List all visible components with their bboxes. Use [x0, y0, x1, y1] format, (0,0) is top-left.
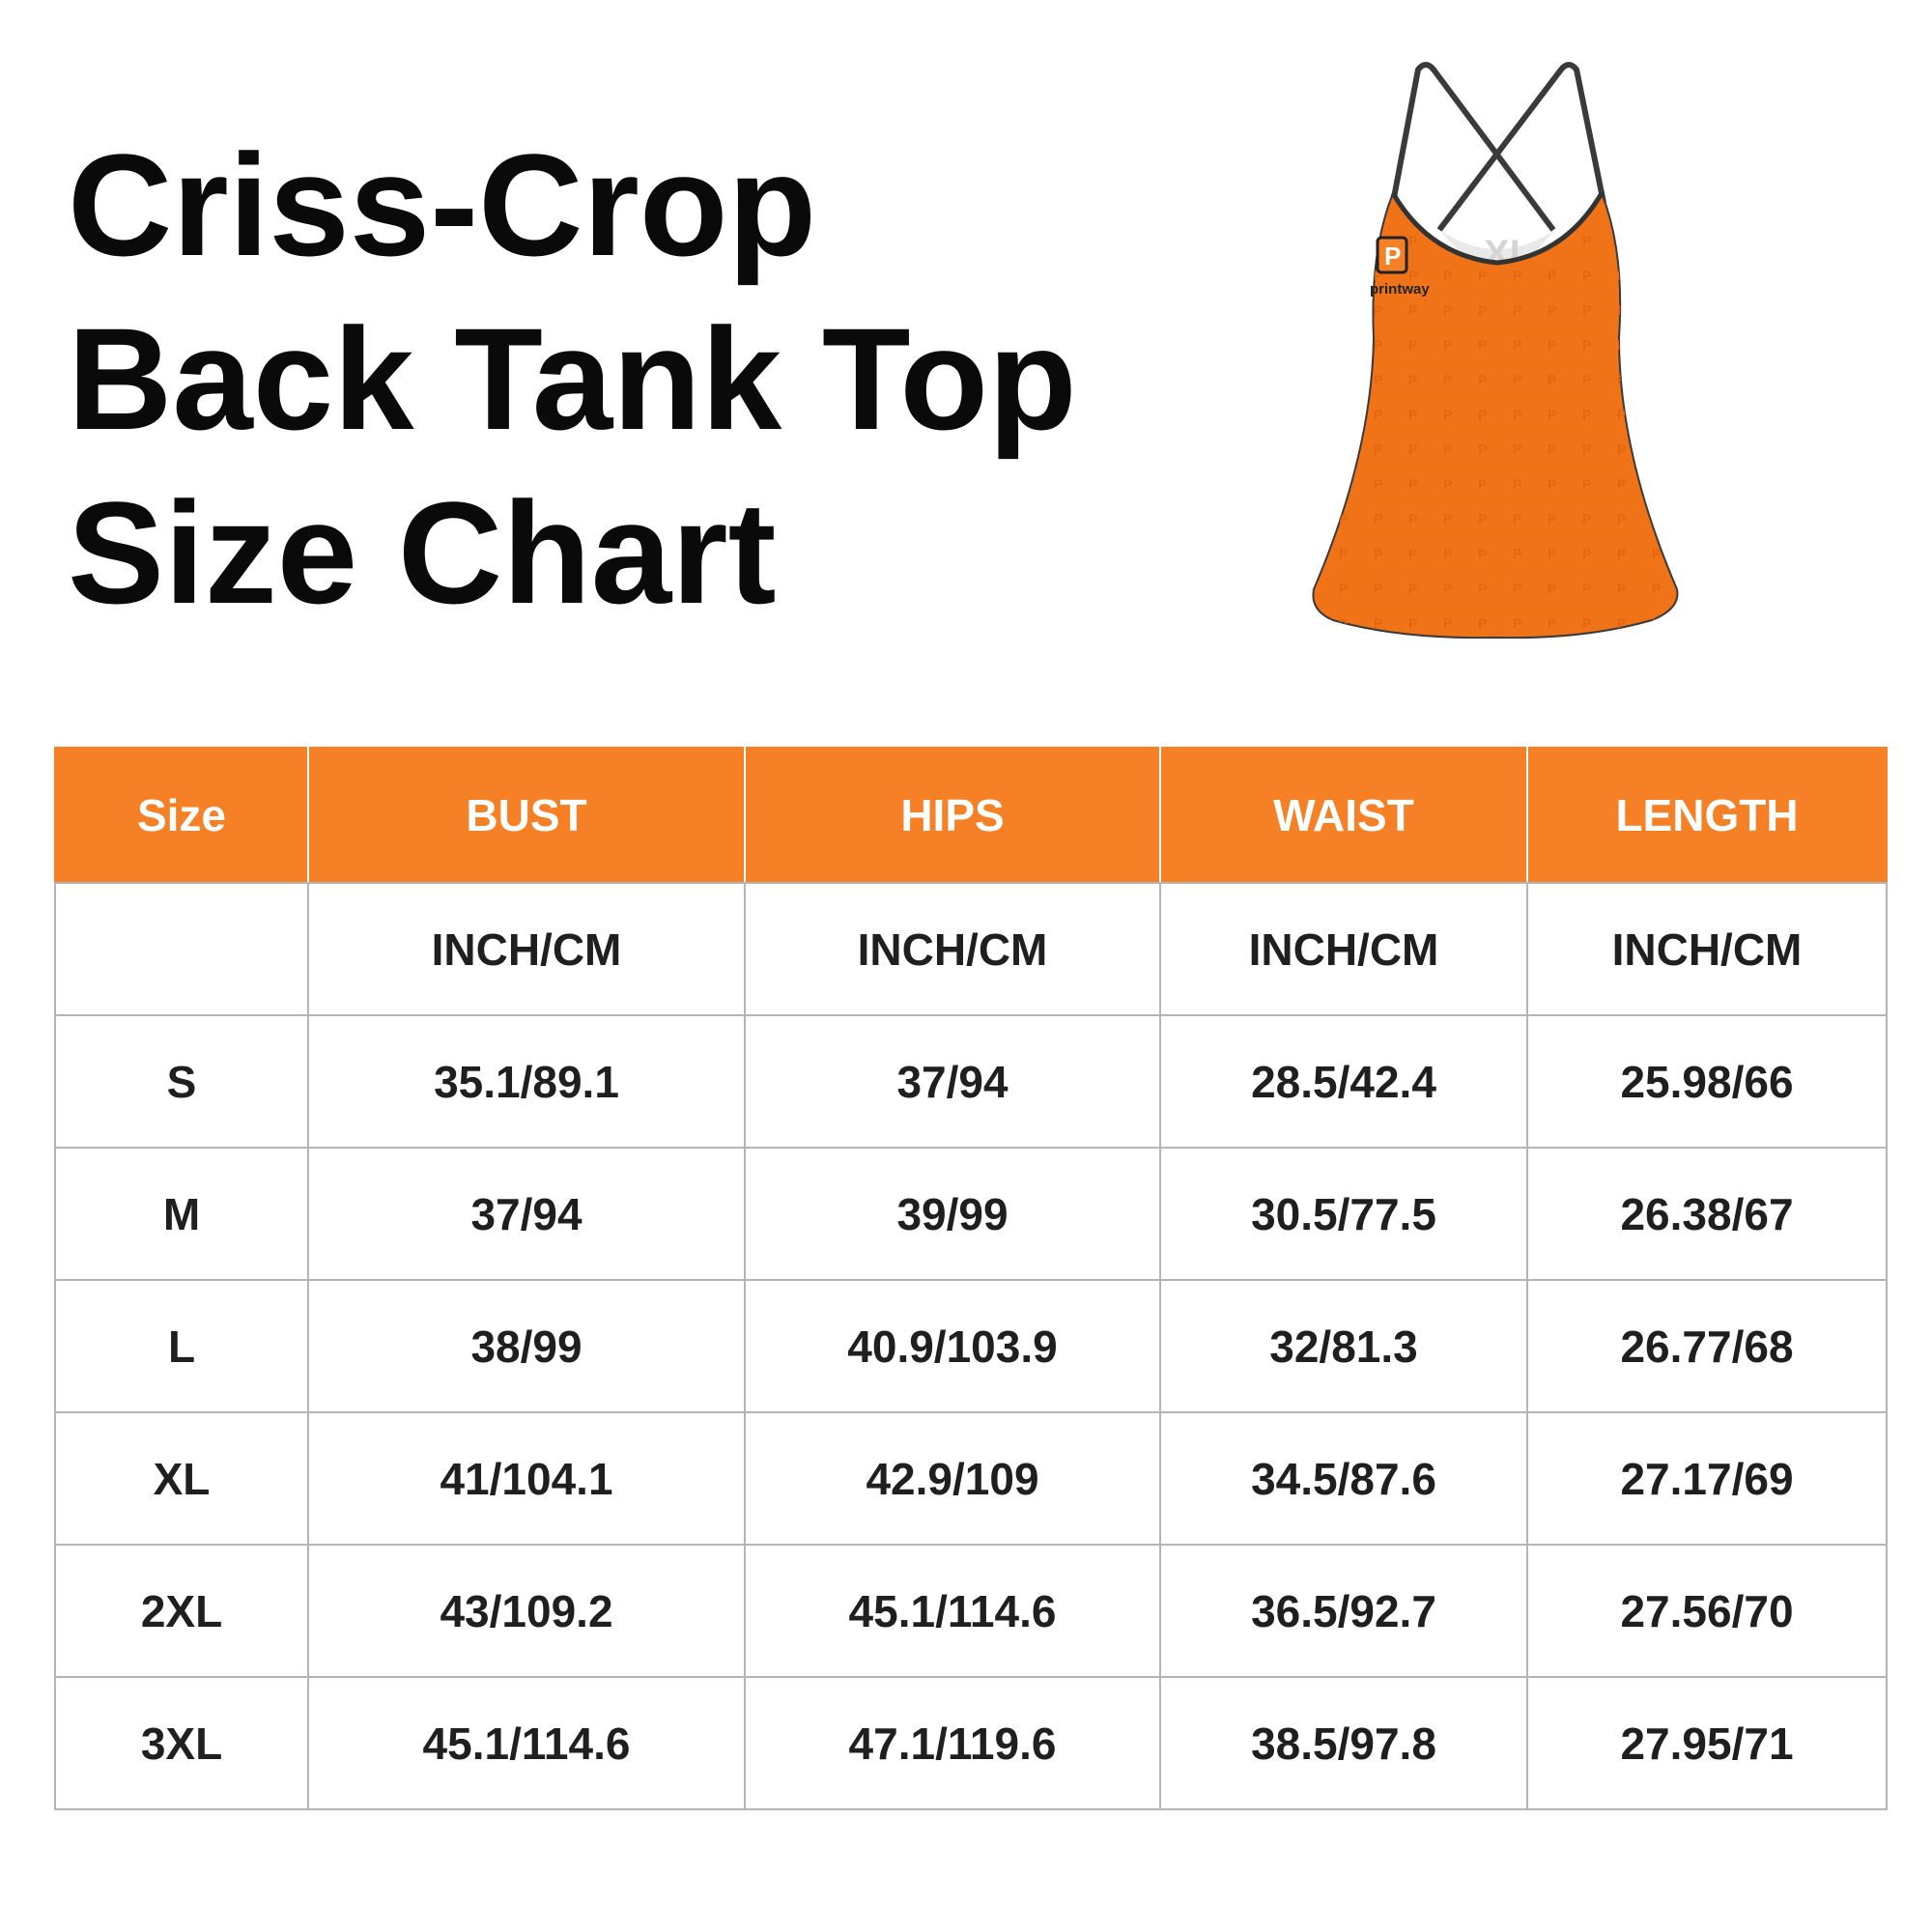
table-row: S 35.1/89.1 37/94 28.5/42.4 25.98/66 — [54, 1014, 1888, 1149]
unit-cell — [54, 882, 309, 1016]
size-cell: M — [54, 1147, 309, 1281]
brand-logo: P printway — [1370, 236, 1430, 298]
unit-cell: INCH/CM — [744, 882, 1161, 1016]
table-row: L 38/99 40.9/103.9 32/81.3 26.77/68 — [54, 1279, 1888, 1413]
waist-cell: 28.5/42.4 — [1159, 1014, 1528, 1149]
bust-cell: 45.1/114.6 — [307, 1676, 746, 1810]
unit-cell: INCH/CM — [307, 882, 746, 1016]
svg-text:P: P — [1384, 242, 1401, 270]
header-hips: HIPS — [744, 747, 1161, 884]
brand-logo-text: printway — [1370, 281, 1430, 298]
header-row: Size BUST HIPS WAIST LENGTH — [54, 747, 1888, 884]
waist-cell: 32/81.3 — [1159, 1279, 1528, 1413]
bust-cell: 37/94 — [307, 1147, 746, 1281]
header-waist: WAIST — [1159, 747, 1528, 884]
unit-cell: INCH/CM — [1526, 882, 1888, 1016]
bust-cell: 41/104.1 — [307, 1411, 746, 1546]
size-cell: 3XL — [54, 1676, 309, 1810]
units-row: INCH/CM INCH/CM INCH/CM INCH/CM — [54, 882, 1888, 1016]
header-size: Size — [54, 747, 309, 884]
waist-cell: 36.5/92.7 — [1159, 1544, 1528, 1678]
length-cell: 27.95/71 — [1526, 1676, 1888, 1810]
hips-cell: 37/94 — [744, 1014, 1161, 1149]
length-cell: 25.98/66 — [1526, 1014, 1888, 1149]
hips-cell: 39/99 — [744, 1147, 1161, 1281]
waist-cell: 34.5/87.6 — [1159, 1411, 1528, 1546]
hips-cell: 40.9/103.9 — [744, 1279, 1161, 1413]
waist-cell: 38.5/97.8 — [1159, 1676, 1528, 1810]
hips-cell: 47.1/119.6 — [744, 1676, 1161, 1810]
header-length: LENGTH — [1526, 747, 1888, 884]
bust-cell: 38/99 — [307, 1279, 746, 1413]
tank-top-illustration: P XL P printway — [1312, 62, 1679, 639]
page-title: Criss-Crop Back Tank Top Size Chart — [68, 118, 1227, 639]
bust-cell: 35.1/89.1 — [307, 1014, 746, 1149]
length-cell: 26.77/68 — [1526, 1279, 1888, 1413]
length-cell: 27.17/69 — [1526, 1411, 1888, 1546]
length-cell: 27.56/70 — [1526, 1544, 1888, 1678]
hips-cell: 45.1/114.6 — [744, 1544, 1161, 1678]
table-row: M 37/94 39/99 30.5/77.5 26.38/67 — [54, 1147, 1888, 1281]
title-line-3: Size Chart — [68, 471, 777, 634]
length-cell: 26.38/67 — [1526, 1147, 1888, 1281]
unit-cell: INCH/CM — [1159, 882, 1528, 1016]
title-line-1: Criss-Crop — [68, 124, 817, 286]
header-bust: BUST — [307, 747, 746, 884]
table-row: XL 41/104.1 42.9/109 34.5/87.6 27.17/69 — [54, 1411, 1888, 1546]
table-row: 3XL 45.1/114.6 47.1/119.6 38.5/97.8 27.9… — [54, 1676, 1888, 1810]
waist-cell: 30.5/77.5 — [1159, 1147, 1528, 1281]
title-line-2: Back Tank Top — [68, 298, 1077, 460]
size-chart-table: Size BUST HIPS WAIST LENGTH INCH/CM INCH… — [54, 747, 1888, 1810]
size-cell: L — [54, 1279, 309, 1413]
bust-cell: 43/109.2 — [307, 1544, 746, 1678]
table-row: 2XL 43/109.2 45.1/114.6 36.5/92.7 27.56/… — [54, 1544, 1888, 1678]
size-cell: S — [54, 1014, 309, 1149]
size-cell: 2XL — [54, 1544, 309, 1678]
size-cell: XL — [54, 1411, 309, 1546]
hips-cell: 42.9/109 — [744, 1411, 1161, 1546]
product-image: P XL P printway — [1294, 48, 1690, 667]
